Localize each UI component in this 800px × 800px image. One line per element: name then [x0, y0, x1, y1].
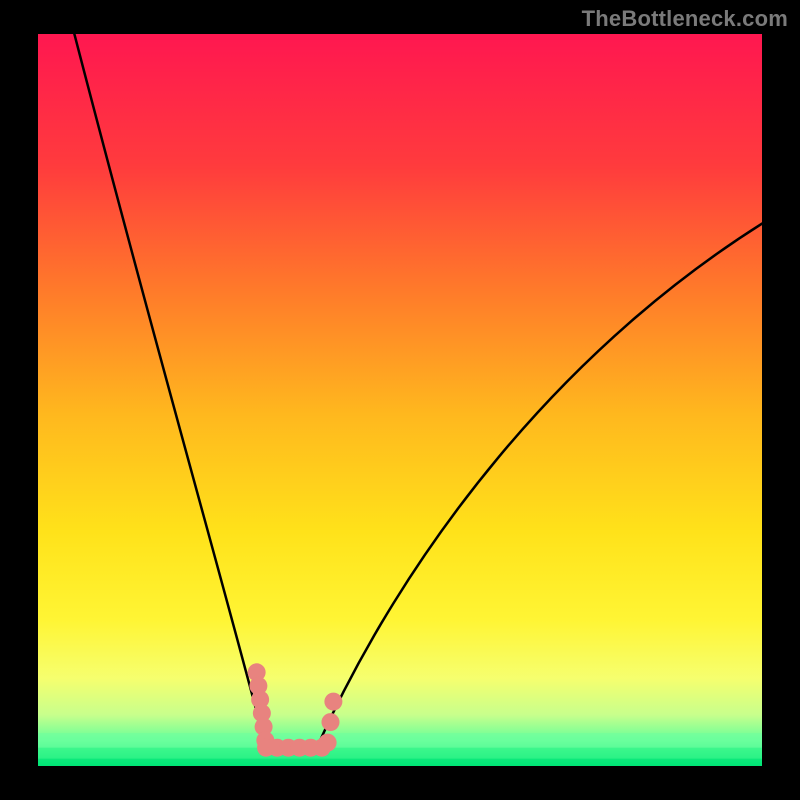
bottleneck-chart [0, 0, 800, 800]
watermark-text: TheBottleneck.com [582, 6, 788, 32]
stage: TheBottleneck.com [0, 0, 800, 800]
